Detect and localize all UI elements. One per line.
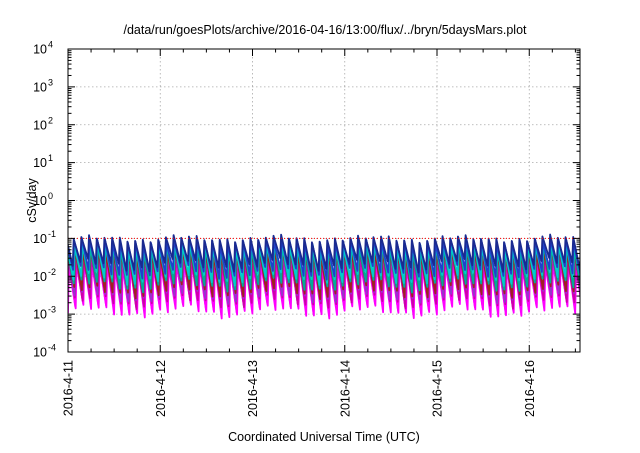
y-tick-exponent: 1 <box>48 153 53 163</box>
y-tick-exponent: -2 <box>48 267 56 277</box>
y-tick-exponent: 4 <box>48 40 53 50</box>
y-tick-label: 10 <box>33 308 47 322</box>
y-tick-label: 10 <box>33 270 47 284</box>
y-tick-exponent: -4 <box>48 343 56 353</box>
series-line <box>68 233 580 274</box>
x-tick-label: 2016-4-11 <box>62 360 76 416</box>
x-tick-layer: 2016-4-11 2016-4-12 2016-4-13 2016-4-14 2016… <box>62 49 576 417</box>
series-layer <box>68 233 580 320</box>
x-tick-label: 2016-4-16 <box>523 360 537 417</box>
x-tick-label: 2016-4-13 <box>246 360 260 417</box>
y-tick-label: 10 <box>33 346 47 360</box>
y-tick-exponent: -3 <box>48 305 56 315</box>
y-tick-label: 10 <box>33 80 47 94</box>
x-tick-label: 2016-4-14 <box>338 360 352 417</box>
y-axis-label: cSv/day <box>25 178 39 223</box>
x-tick-label: 2016-4-12 <box>154 360 168 417</box>
chart-title: /data/run/goesPlots/archive/2016-04-16/1… <box>123 23 527 37</box>
y-tick-label: 10 <box>33 43 47 57</box>
x-axis-label: Coordinated Universal Time (UTC) <box>228 430 420 444</box>
y-tick-exponent: -1 <box>48 229 56 239</box>
y-tick-label: 10 <box>33 156 47 170</box>
y-tick-exponent: 2 <box>48 115 53 125</box>
y-tick-exponent: 0 <box>48 191 53 201</box>
x-tick-label: 2016-4-15 <box>431 360 445 417</box>
y-tick-exponent: 3 <box>48 77 53 87</box>
y-tick-label: 10 <box>33 194 47 208</box>
y-tick-label: 10 <box>33 118 47 132</box>
y-tick-label: 10 <box>33 232 47 246</box>
